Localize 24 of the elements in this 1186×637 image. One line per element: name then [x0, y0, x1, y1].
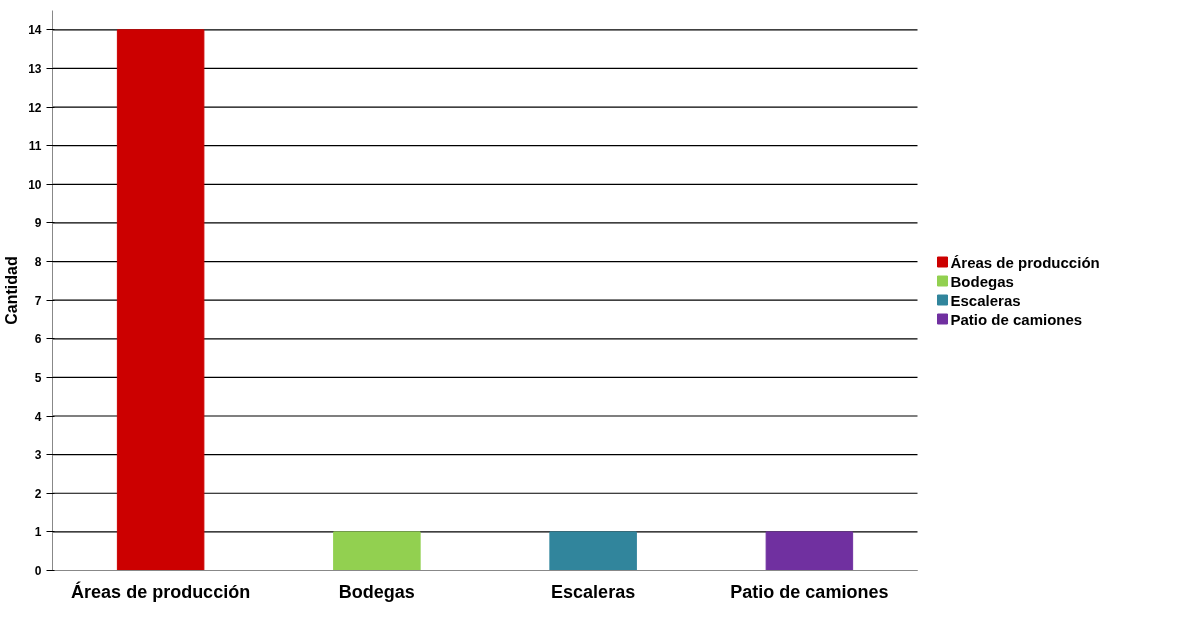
legend-label: Bodegas: [950, 272, 1014, 290]
y-tick-label: 6: [34, 332, 42, 347]
y-tick-label: 8: [34, 255, 42, 270]
legend-label: Patio de camiones: [950, 310, 1083, 328]
y-tick-label: 10: [28, 177, 42, 192]
legend-label: Escaleras: [950, 291, 1021, 309]
x-tick-label: Patio de camiones: [730, 581, 889, 602]
y-tick-label: 5: [34, 370, 42, 385]
y-tick-label: 7: [34, 293, 42, 308]
y-axis-title: Cantidad: [3, 256, 21, 325]
y-tick-label: 12: [28, 100, 42, 115]
x-tick-label: Áreas de producción: [71, 580, 251, 602]
x-tick-label: Bodegas: [338, 581, 415, 602]
y-tick-label: 3: [34, 448, 42, 463]
y-tick-label: 13: [28, 61, 42, 76]
y-tick-label: 2: [34, 486, 42, 501]
y-tick-label: 9: [34, 216, 42, 231]
x-tick-label: Escaleras: [551, 581, 636, 602]
y-tick-label: 14: [28, 23, 42, 38]
y-tick-label: 0: [34, 564, 42, 578]
y-tick-label: 1: [34, 525, 42, 540]
legend-label: Áreas de producción: [950, 253, 1100, 271]
y-tick-label: 4: [34, 409, 42, 424]
y-tick-label: 11: [28, 139, 42, 154]
